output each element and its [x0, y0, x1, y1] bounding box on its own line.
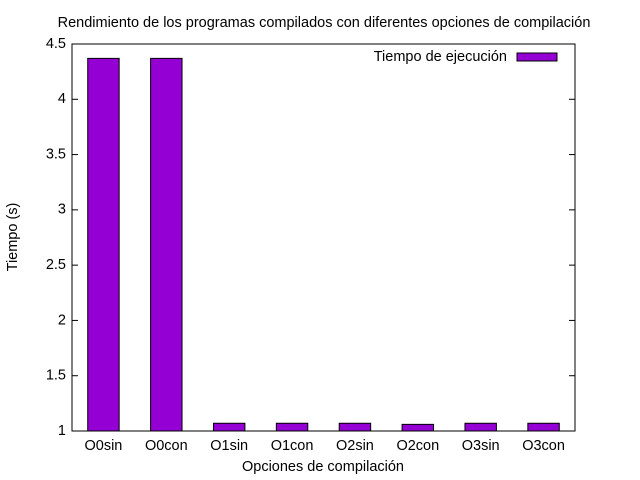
- x-axis-label: Opciones de compilación: [242, 459, 404, 475]
- x-tick-label: O1sin: [210, 438, 248, 454]
- bar-O3con: [527, 422, 560, 432]
- axis-ticks: 1 1.5 2 2.5 3 3.5 4 4.5 O0sin O0con O1sin O1con O2si…: [46, 36, 575, 454]
- bars-group: [87, 57, 560, 432]
- y-tick-label: 4.5: [46, 36, 66, 52]
- x-tick-label: O2con: [396, 438, 439, 454]
- plot-frame: [71, 43, 576, 432]
- legend: Tiempo de ejecución: [374, 49, 558, 65]
- bar-O0con: [150, 57, 183, 432]
- chart-title: Rendimiento de los programas compilados …: [58, 15, 591, 31]
- bar-O2con: [401, 423, 435, 432]
- x-tick-label: O3sin: [462, 438, 500, 454]
- y-tick-label: 1: [58, 423, 66, 439]
- y-axis-label: Tiempo (s): [5, 203, 21, 272]
- bar-O1sin: [212, 422, 246, 432]
- bar-O1con: [275, 422, 309, 432]
- y-tick-label: 2: [58, 312, 66, 328]
- x-tick-label: O3con: [522, 438, 565, 454]
- x-tick-label: O2sin: [336, 438, 374, 454]
- y-tick-label: 4: [58, 91, 66, 107]
- bar-O0sin: [87, 57, 120, 432]
- x-tick-label: O1con: [271, 438, 314, 454]
- x-tick-label: O0sin: [84, 438, 122, 454]
- bar-O2sin: [338, 422, 372, 432]
- y-tick-label: 3: [58, 202, 66, 218]
- legend-label: Tiempo de ejecución: [374, 49, 507, 65]
- y-tick-label: 2.5: [46, 257, 66, 273]
- legend-swatch: [516, 52, 558, 62]
- x-tick-label: O0con: [145, 438, 188, 454]
- y-tick-label: 1.5: [46, 368, 66, 384]
- bar-O3sin: [464, 422, 497, 432]
- y-tick-label: 3.5: [46, 146, 66, 162]
